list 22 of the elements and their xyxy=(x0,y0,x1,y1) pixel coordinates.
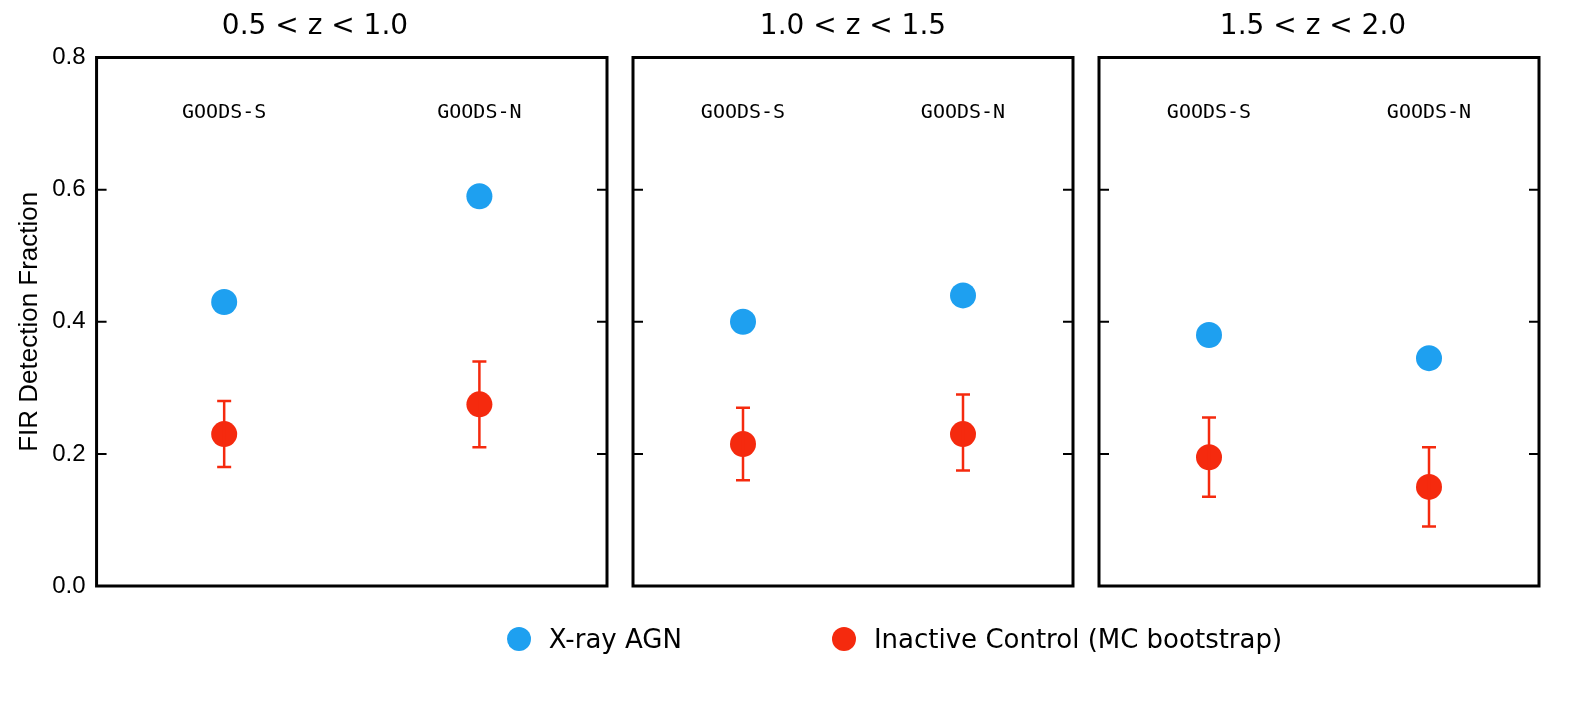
point xyxy=(950,282,976,309)
point xyxy=(950,421,976,448)
y-tick-label: 0.0 xyxy=(52,570,86,598)
point xyxy=(730,308,756,335)
legend-label: X-ray AGN xyxy=(548,624,682,654)
y-tick-label: 0.8 xyxy=(52,42,86,70)
point xyxy=(211,288,238,315)
point xyxy=(730,430,756,457)
point xyxy=(1196,322,1222,349)
point xyxy=(1416,473,1442,500)
y-tick-label: 0.4 xyxy=(52,306,86,334)
y-tick-label: 0.2 xyxy=(52,438,86,466)
point xyxy=(466,183,493,210)
point xyxy=(211,421,238,448)
chart-title: 1.5 < z < 2.0 xyxy=(1219,8,1407,42)
y-axis-title: FIR Detection Fraction xyxy=(12,191,43,452)
point xyxy=(1416,345,1442,372)
point xyxy=(1196,444,1222,471)
chart-title: 0.5 < z < 1.0 xyxy=(221,8,409,42)
legend-label: Inactive Control (MC bootstrap) xyxy=(873,624,1283,654)
y-tick-label: 0.6 xyxy=(52,174,86,202)
chart-title: 1.0 < z < 1.5 xyxy=(759,8,947,42)
